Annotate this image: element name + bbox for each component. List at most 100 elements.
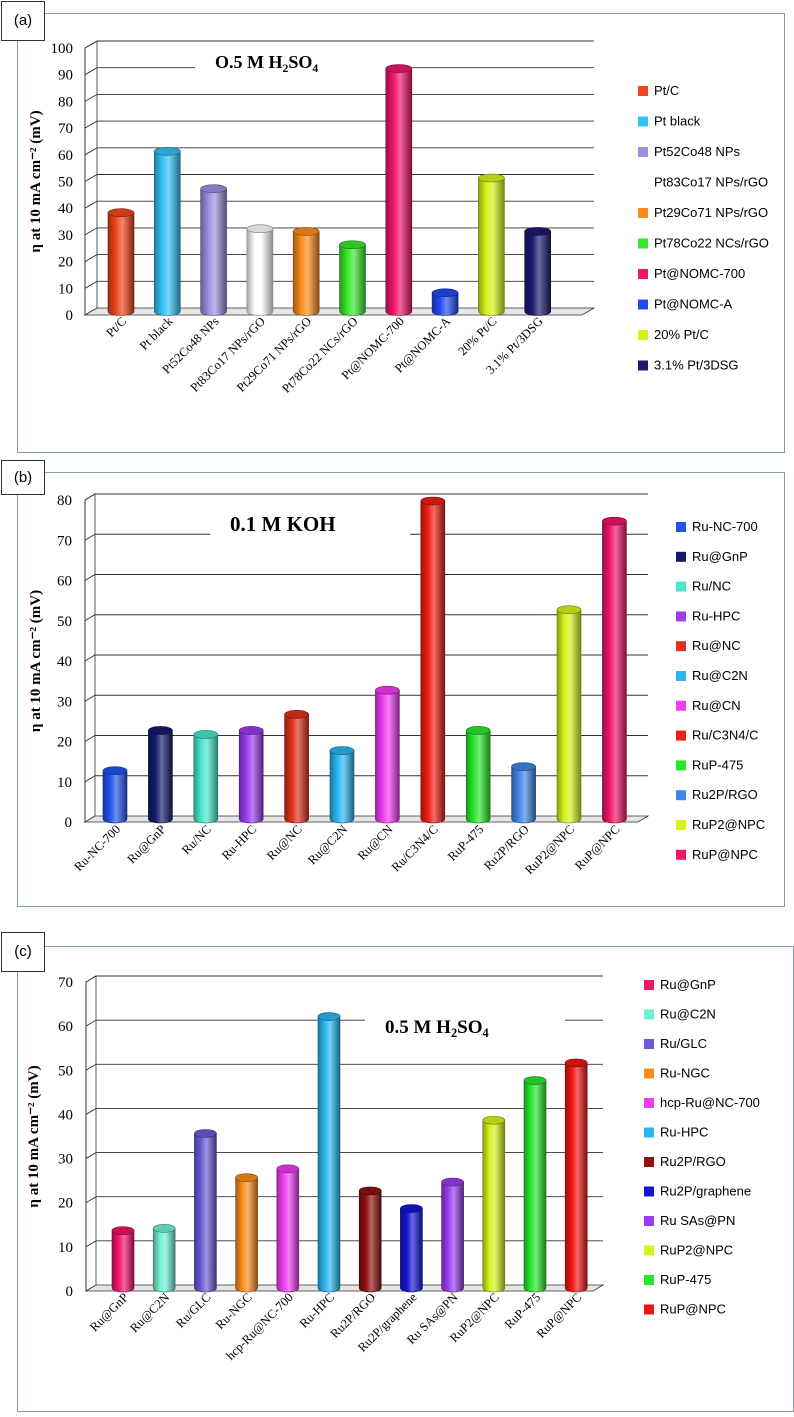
gridline [84, 574, 648, 581]
bar-top [329, 746, 355, 755]
legend-swatch [638, 147, 648, 157]
bar-body [400, 1208, 423, 1293]
y-tick-label: 20 [58, 255, 73, 271]
x-tick-label: Ru@GnP [124, 822, 168, 866]
y-tick-label: 90 [58, 68, 73, 84]
bar-top [102, 766, 128, 776]
title-bg [210, 510, 410, 539]
bar [284, 710, 309, 824]
bar [246, 224, 274, 316]
bar-top [339, 240, 366, 250]
bar [482, 1115, 506, 1293]
y-axis-label: η at 10 mA cm⁻² (mV) [26, 1065, 42, 1207]
bar-body [441, 1181, 464, 1293]
legend-label: Pt black [654, 114, 701, 129]
y-tick-label: 60 [57, 574, 72, 590]
bar-top [276, 1164, 300, 1174]
legend-label: Ru-NGC [660, 1066, 710, 1081]
y-tick-label: 30 [58, 1152, 73, 1168]
panel-a-label: (a) [1, 1, 45, 41]
bar-body [246, 228, 274, 316]
legend-swatch [676, 790, 686, 801]
legend-swatch [638, 269, 648, 279]
y-tick-label: 50 [57, 614, 72, 630]
legend-swatch [638, 238, 648, 249]
legend-swatch [676, 671, 686, 681]
legend-swatch [644, 1186, 654, 1197]
bar-top [523, 1076, 547, 1085]
legend-label: Ru SAs@PN [660, 1213, 735, 1228]
bar [358, 1186, 382, 1293]
bar [523, 1076, 547, 1293]
gridline [85, 1107, 603, 1115]
title-bg [195, 50, 395, 76]
bar-top [246, 224, 274, 234]
bar-top [193, 730, 219, 739]
bar [420, 496, 446, 824]
bar-body [194, 1133, 217, 1293]
legend-label: Ru-NC-700 [692, 519, 758, 534]
bar-top [524, 227, 552, 236]
legend-label: Ru2P/RGO [692, 787, 758, 802]
gridline [85, 975, 603, 983]
x-tick-label: RuP-475 [502, 1290, 543, 1331]
bar-body [511, 766, 536, 824]
bar-body [465, 730, 491, 824]
bar [276, 1164, 300, 1293]
legend-swatch [676, 700, 686, 711]
legend-label: Ru2P/RGO [660, 1154, 726, 1169]
y-tick-label: 0 [65, 815, 73, 831]
bar-body [358, 1190, 382, 1293]
legend-label: Ru-HPC [660, 1125, 708, 1140]
legend-label: Ru-HPC [692, 608, 740, 623]
chart-title: O.5 M H2SO4 [215, 52, 318, 75]
gridline [84, 775, 648, 783]
bar-top [400, 1204, 423, 1213]
legend-label: Pt52Co48 NPs [654, 144, 740, 159]
x-tick-label: Ru@CN [355, 822, 396, 863]
legend-swatch [644, 1127, 654, 1138]
legend-swatch [638, 86, 648, 96]
bar-body [152, 1228, 176, 1293]
x-tick-label: Ru/NC [179, 822, 214, 857]
y-tick-label: 70 [58, 975, 73, 991]
gridline [85, 1063, 603, 1071]
gridline [84, 93, 594, 102]
legend-swatch [644, 1275, 654, 1285]
bar-body [329, 750, 355, 824]
legend-swatch [644, 980, 654, 990]
legend-label: RuP2@NPC [660, 1243, 733, 1258]
bar-body [602, 520, 627, 824]
chart-a: 0 10 20 30 40 50 60 70 80 90 100 η at 10 mA cm⁻² (m… [28, 40, 769, 396]
bar-body [235, 1177, 258, 1293]
gridline [84, 614, 648, 622]
gridline [84, 200, 594, 209]
legend-swatch [676, 730, 686, 741]
bar-body [111, 1230, 135, 1293]
bar-top [317, 1012, 341, 1021]
bar [564, 1058, 588, 1293]
bar-body [238, 730, 264, 824]
bar-top [564, 1058, 588, 1068]
legend-label: RuP@NPC [692, 847, 758, 862]
gridline [84, 735, 648, 742]
bar [111, 1226, 135, 1293]
bar [102, 766, 128, 824]
y-tick-label: 10 [57, 775, 72, 791]
legend-swatch [638, 299, 648, 310]
x-tick-label: Ru-HPC [297, 1290, 337, 1330]
bar-top [284, 710, 309, 719]
legend-label: Ru2P/graphene [660, 1184, 751, 1199]
x-tick-label: Ru@NC [264, 822, 305, 863]
x-tick-label: Ru/C3N4/C [389, 822, 441, 874]
legend-swatch [644, 1009, 654, 1020]
bar-top [238, 726, 264, 735]
gridline [84, 120, 594, 129]
bar-body [292, 231, 320, 316]
bar [465, 726, 491, 824]
x-tick-label: RuP-475 [445, 822, 486, 863]
legend-swatch [676, 551, 686, 562]
bar-body [564, 1062, 588, 1293]
y-tick-label: 30 [58, 228, 73, 244]
legend-label: RuP-475 [692, 757, 743, 772]
